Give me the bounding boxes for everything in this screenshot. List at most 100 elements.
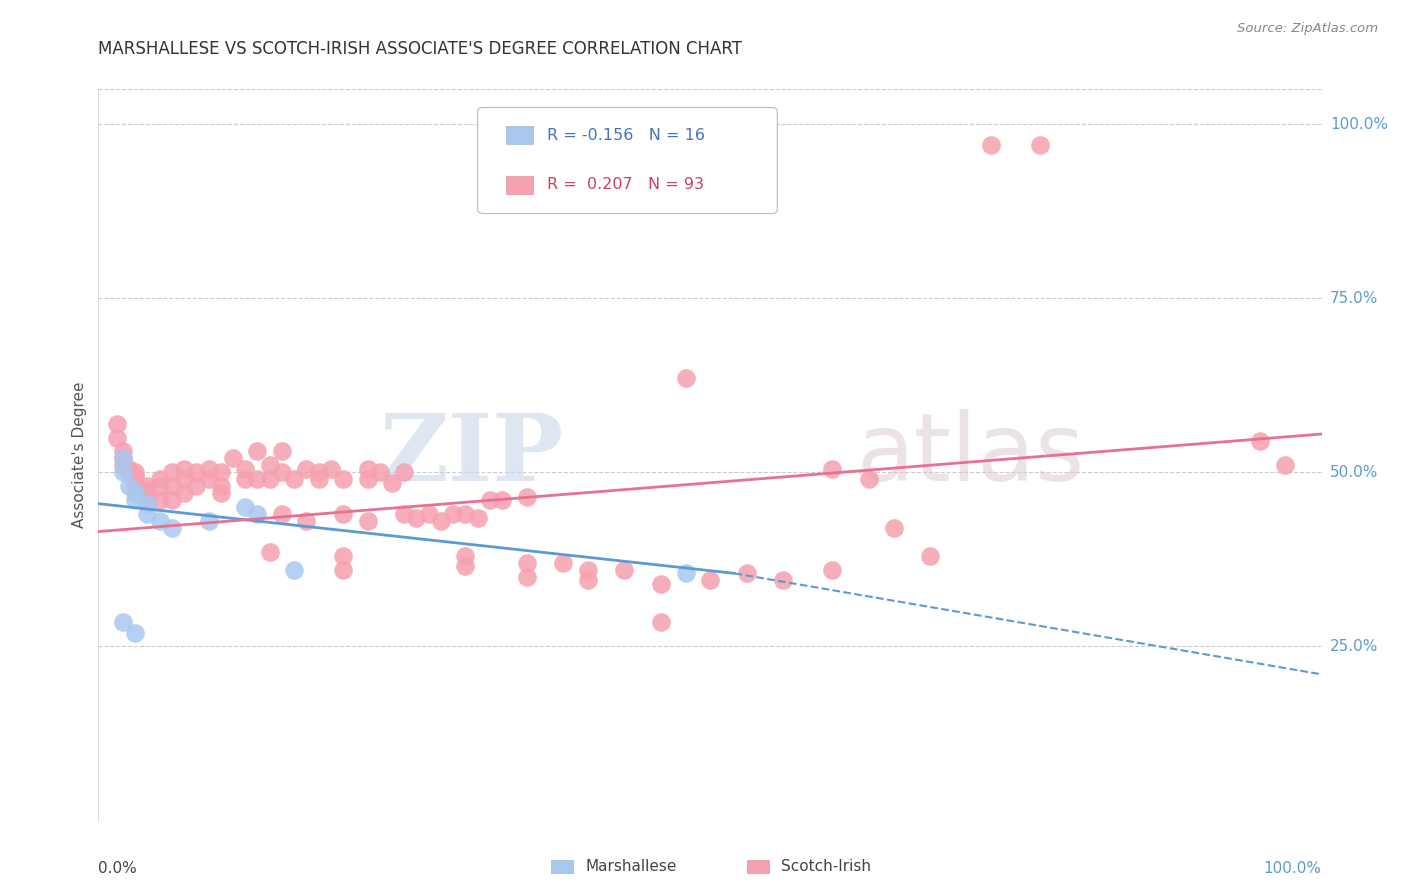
- Point: [246, 472, 269, 486]
- Point: [136, 497, 159, 511]
- Point: [160, 479, 183, 493]
- Point: [173, 472, 195, 486]
- Point: [576, 574, 599, 588]
- Text: 75.0%: 75.0%: [1330, 291, 1378, 306]
- Point: [454, 507, 477, 521]
- Point: [356, 472, 378, 486]
- Point: [118, 462, 141, 476]
- Point: [454, 559, 477, 574]
- Point: [1249, 434, 1271, 448]
- Point: [124, 472, 146, 486]
- Point: [160, 521, 183, 535]
- Point: [920, 549, 942, 563]
- Point: [1274, 458, 1296, 473]
- Point: [392, 507, 416, 521]
- Point: [149, 472, 172, 486]
- Point: [160, 493, 183, 508]
- FancyBboxPatch shape: [747, 860, 769, 873]
- Point: [1029, 137, 1052, 152]
- Point: [283, 472, 305, 486]
- Point: [308, 472, 330, 486]
- Point: [270, 466, 294, 480]
- Point: [821, 462, 844, 476]
- Point: [246, 507, 269, 521]
- Point: [295, 514, 318, 528]
- Point: [553, 556, 575, 570]
- Point: [209, 466, 232, 480]
- Point: [197, 514, 219, 528]
- Point: [821, 563, 844, 577]
- Point: [515, 490, 537, 504]
- Point: [441, 507, 464, 521]
- Point: [136, 507, 159, 521]
- Point: [613, 563, 636, 577]
- Point: [332, 549, 354, 563]
- Point: [356, 514, 378, 528]
- Point: [136, 486, 159, 500]
- Point: [186, 466, 208, 480]
- Point: [105, 430, 128, 444]
- Text: 100.0%: 100.0%: [1264, 861, 1322, 876]
- Point: [124, 466, 146, 480]
- Point: [478, 493, 501, 508]
- Point: [111, 458, 134, 473]
- Point: [186, 479, 208, 493]
- Point: [356, 462, 378, 476]
- Text: 0.0%: 0.0%: [98, 861, 138, 876]
- Point: [392, 466, 416, 480]
- Text: R = -0.156   N = 16: R = -0.156 N = 16: [547, 128, 706, 143]
- Point: [111, 615, 134, 629]
- Point: [111, 444, 134, 458]
- Point: [173, 486, 195, 500]
- Point: [124, 493, 146, 508]
- Point: [105, 417, 128, 431]
- FancyBboxPatch shape: [506, 176, 533, 194]
- Text: Marshallese: Marshallese: [585, 859, 676, 874]
- Point: [149, 493, 172, 508]
- Point: [197, 462, 219, 476]
- Point: [259, 458, 281, 473]
- Point: [332, 507, 354, 521]
- Point: [118, 466, 141, 480]
- Point: [283, 563, 305, 577]
- Y-axis label: Associate's Degree: Associate's Degree: [72, 382, 87, 528]
- Point: [430, 514, 453, 528]
- Point: [111, 451, 134, 466]
- Point: [111, 466, 134, 480]
- Text: Source: ZipAtlas.com: Source: ZipAtlas.com: [1237, 22, 1378, 36]
- Point: [197, 472, 219, 486]
- Text: 100.0%: 100.0%: [1330, 117, 1388, 131]
- Text: 25.0%: 25.0%: [1330, 639, 1378, 654]
- Point: [259, 545, 281, 559]
- Point: [270, 444, 294, 458]
- Point: [209, 479, 232, 493]
- FancyBboxPatch shape: [506, 127, 533, 145]
- Point: [173, 462, 195, 476]
- Point: [124, 468, 146, 483]
- Point: [118, 479, 141, 493]
- Point: [515, 556, 537, 570]
- Point: [149, 479, 172, 493]
- Point: [124, 475, 146, 490]
- Point: [675, 371, 697, 385]
- Point: [772, 574, 794, 588]
- Point: [160, 466, 183, 480]
- Point: [111, 451, 134, 466]
- Text: MARSHALLESE VS SCOTCH-IRISH ASSOCIATE'S DEGREE CORRELATION CHART: MARSHALLESE VS SCOTCH-IRISH ASSOCIATE'S …: [98, 40, 742, 58]
- Point: [858, 472, 880, 486]
- FancyBboxPatch shape: [551, 860, 574, 873]
- Point: [650, 576, 672, 591]
- Point: [124, 625, 146, 640]
- Point: [883, 521, 905, 535]
- Point: [332, 563, 354, 577]
- Point: [405, 510, 427, 524]
- Point: [650, 615, 672, 629]
- Text: Scotch-Irish: Scotch-Irish: [780, 859, 870, 874]
- Text: atlas: atlas: [856, 409, 1085, 501]
- Point: [576, 563, 599, 577]
- Point: [209, 486, 232, 500]
- Point: [332, 472, 354, 486]
- Point: [381, 475, 404, 490]
- Point: [308, 466, 330, 480]
- Point: [233, 462, 256, 476]
